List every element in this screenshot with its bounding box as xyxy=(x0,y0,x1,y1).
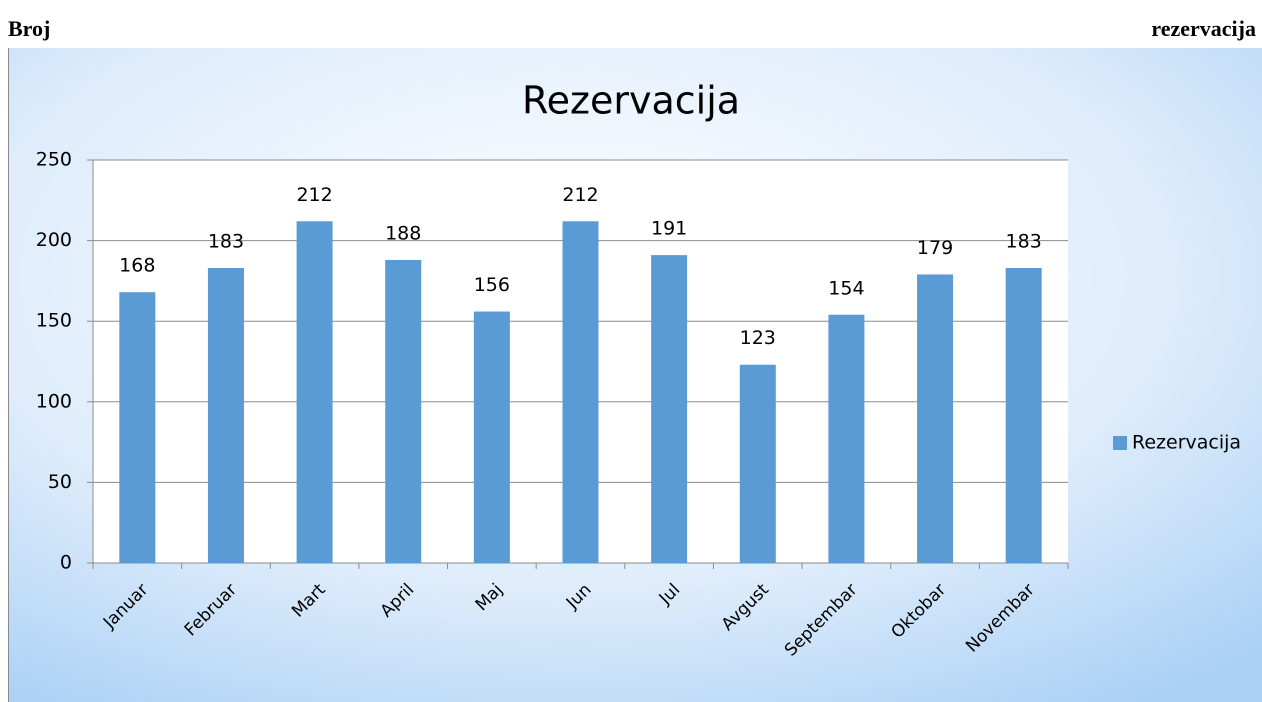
y-tick-label: 200 xyxy=(36,229,72,251)
bar xyxy=(562,221,599,564)
bar xyxy=(207,268,244,563)
bar xyxy=(1005,268,1042,563)
y-tick-label: 150 xyxy=(36,310,72,332)
y-tick-label: 0 xyxy=(60,552,72,574)
chart-title: Rezervacija xyxy=(522,79,740,123)
data-label: 212 xyxy=(562,184,598,206)
data-label: 123 xyxy=(740,327,776,349)
y-tick-label: 100 xyxy=(36,390,72,412)
header-left: Broj xyxy=(8,16,51,41)
data-label: 156 xyxy=(474,274,510,296)
y-tick-label: 250 xyxy=(36,149,72,171)
bar xyxy=(651,255,688,563)
data-label: 168 xyxy=(119,255,155,277)
data-label: 154 xyxy=(828,277,864,299)
y-tick-label: 50 xyxy=(48,471,72,493)
data-label: 191 xyxy=(651,218,687,240)
bar xyxy=(473,311,510,563)
data-label: 183 xyxy=(208,231,244,253)
bar xyxy=(739,364,776,563)
data-label: 183 xyxy=(1006,231,1042,253)
bar xyxy=(296,221,333,564)
bar xyxy=(119,292,156,563)
data-label: 188 xyxy=(385,222,421,244)
bar xyxy=(385,259,422,563)
data-label: 179 xyxy=(917,237,953,259)
bar xyxy=(917,274,954,563)
bar xyxy=(828,314,865,563)
legend-swatch xyxy=(1113,436,1127,450)
legend-label: Rezervacija xyxy=(1132,432,1241,454)
data-label: 212 xyxy=(296,184,332,206)
header-right: rezervacija xyxy=(1151,16,1256,41)
